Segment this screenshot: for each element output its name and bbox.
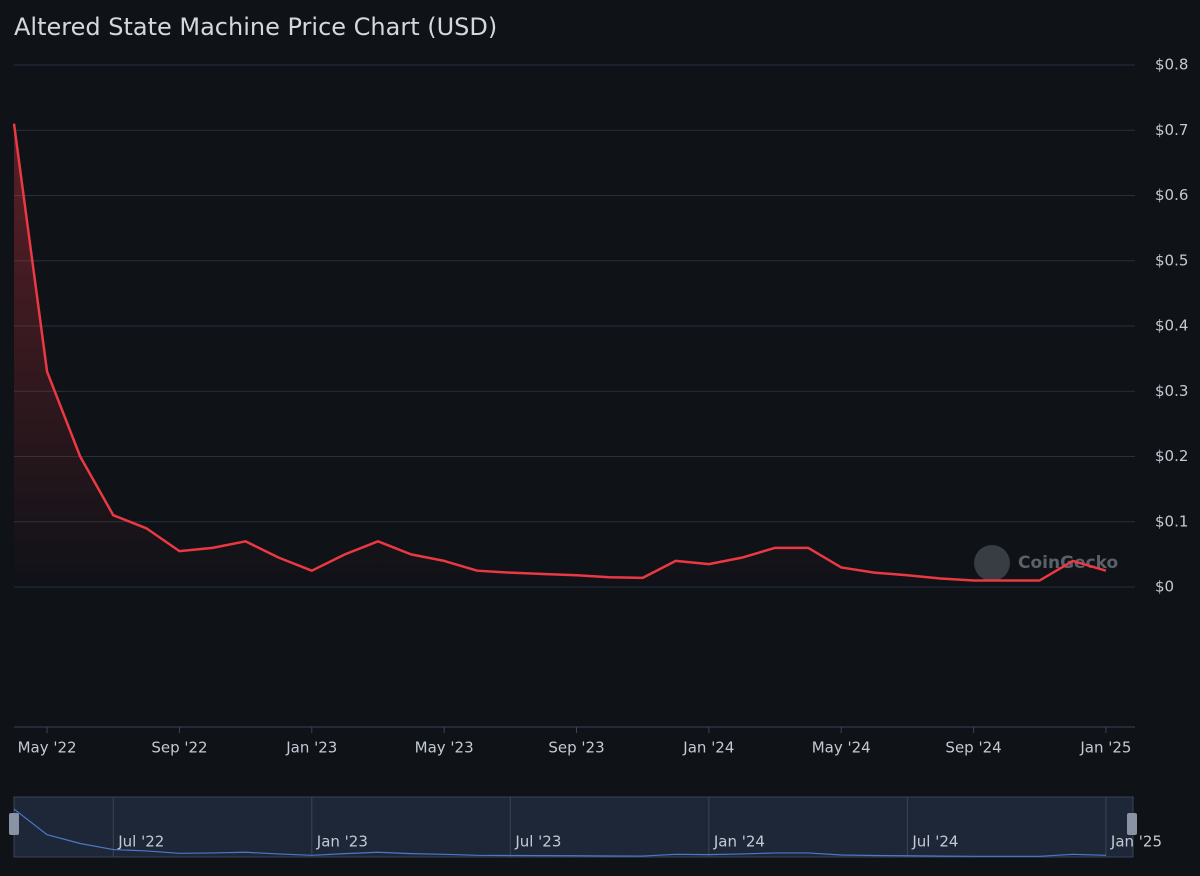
navigator[interactable] [13, 796, 1134, 858]
price-line [12, 123, 1107, 582]
y-tick-label: $0.4 [1155, 317, 1188, 335]
navigator-tick-label: Jan '23 [316, 833, 368, 851]
y-tick-label: $0 [1155, 578, 1174, 596]
x-tick-label: Sep '22 [151, 739, 207, 757]
x-tick-label: Jan '23 [285, 739, 337, 757]
y-tick-label: $0.1 [1155, 512, 1188, 530]
y-tick-label: $0.6 [1155, 186, 1188, 204]
x-tick-label: Sep '24 [945, 739, 1001, 757]
x-tick-label: May '22 [18, 739, 77, 757]
x-tick-label: Jan '25 [1079, 739, 1131, 757]
x-tick-label: May '23 [415, 739, 474, 757]
navigator-tick-label: Jan '24 [713, 833, 765, 851]
navigator-tick-label: Jul '22 [117, 833, 164, 851]
navigator-tick-label: Jul '24 [911, 833, 958, 851]
y-tick-label: $0.3 [1155, 382, 1188, 400]
navigator-tick-label: Jan '25 [1110, 833, 1162, 851]
area [14, 123, 1106, 587]
navigator-line [13, 808, 1106, 857]
chart-title: Altered State Machine Price Chart (USD) [14, 13, 497, 41]
navigator-tick-label: Jul '23 [514, 833, 561, 851]
y-tick-label: $0.5 [1155, 251, 1188, 269]
y-tick-label: $0.8 [1155, 56, 1188, 74]
x-tick-label: May '24 [812, 739, 871, 757]
y-tick-label: $0.7 [1155, 121, 1188, 139]
navigator-handle[interactable] [9, 813, 19, 835]
x-tick-label: Sep '23 [548, 739, 604, 757]
watermark-logo [974, 545, 1010, 581]
y-tick-label: $0.2 [1155, 447, 1188, 465]
x-tick-label: Jan '24 [682, 739, 734, 757]
navigator-handle[interactable] [1127, 813, 1137, 835]
